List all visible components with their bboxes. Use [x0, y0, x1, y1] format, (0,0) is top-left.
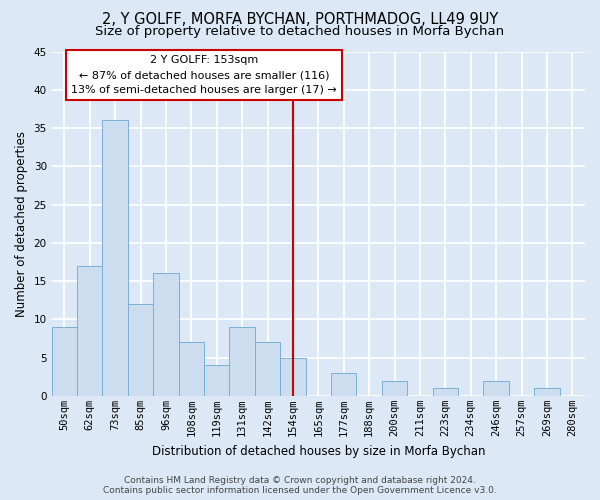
Text: Contains HM Land Registry data © Crown copyright and database right 2024.
Contai: Contains HM Land Registry data © Crown c…: [103, 476, 497, 495]
Bar: [229, 327, 255, 396]
Text: Size of property relative to detached houses in Morfa Bychan: Size of property relative to detached ho…: [95, 25, 505, 38]
Bar: [382, 380, 407, 396]
X-axis label: Distribution of detached houses by size in Morfa Bychan: Distribution of detached houses by size …: [152, 444, 485, 458]
Bar: [255, 342, 280, 396]
Bar: [433, 388, 458, 396]
Bar: [153, 274, 179, 396]
Bar: [128, 304, 153, 396]
Bar: [77, 266, 103, 396]
Bar: [52, 327, 77, 396]
Bar: [204, 366, 229, 396]
Bar: [103, 120, 128, 396]
Text: 2, Y GOLFF, MORFA BYCHAN, PORTHMADOG, LL49 9UY: 2, Y GOLFF, MORFA BYCHAN, PORTHMADOG, LL…: [102, 12, 498, 28]
Text: 2 Y GOLFF: 153sqm
← 87% of detached houses are smaller (116)
13% of semi-detache: 2 Y GOLFF: 153sqm ← 87% of detached hous…: [71, 56, 337, 95]
Bar: [179, 342, 204, 396]
Y-axis label: Number of detached properties: Number of detached properties: [15, 130, 28, 316]
Bar: [484, 380, 509, 396]
Bar: [280, 358, 305, 396]
Bar: [534, 388, 560, 396]
Bar: [331, 373, 356, 396]
